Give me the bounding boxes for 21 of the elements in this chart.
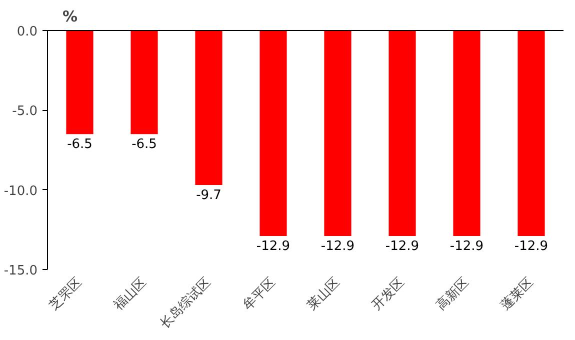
data-label: -6.5: [67, 137, 92, 152]
data-label: -12.9: [385, 239, 420, 254]
data-label: -12.9: [450, 239, 484, 254]
y-tick-label: -10.0: [4, 184, 38, 199]
data-label: -12.9: [256, 239, 290, 254]
data-label: -12.9: [320, 239, 355, 254]
y-axis-title: %: [62, 8, 78, 26]
x-tick-label: 长岛综试区: [157, 275, 214, 332]
x-tick-label: 高新区: [433, 274, 472, 314]
x-tick-label: 开发区: [369, 275, 408, 314]
x-tick-label: 福山区: [111, 275, 150, 314]
data-label: -9.7: [196, 188, 222, 204]
data-label: -12.9: [514, 239, 548, 254]
x-tick-label: 芝罘区: [46, 275, 86, 314]
y-tick-label: -15.0: [4, 264, 38, 278]
y-tick-label: 0.0: [16, 24, 38, 40]
x-tick-label: 莱山区: [304, 275, 344, 314]
data-label: -6.5: [132, 137, 157, 152]
x-tick-label: 牟平区: [240, 275, 279, 314]
x-tick-label: 蓬莱区: [498, 275, 537, 314]
y-tick-label: -5.0: [12, 104, 38, 120]
